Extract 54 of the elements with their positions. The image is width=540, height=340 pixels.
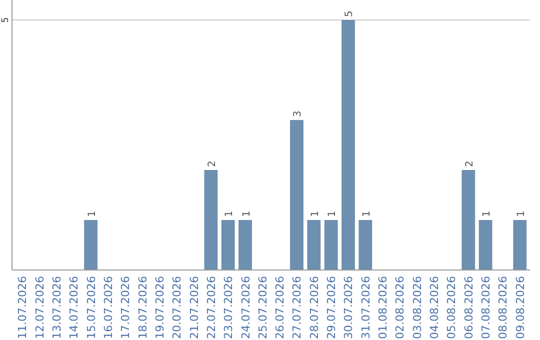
x-tick-label: 16.07.2026 (102, 276, 115, 339)
data-label: 2 (464, 160, 476, 167)
x-tick-label: 05.08.2026 (445, 276, 458, 339)
x-tick-label: 21.07.2026 (188, 276, 201, 339)
data-label: 1 (310, 210, 321, 217)
data-label: 1 (241, 210, 252, 217)
bar (462, 170, 476, 270)
bar (221, 220, 235, 270)
data-label: 1 (361, 210, 372, 217)
x-tick-label: 23.07.2026 (222, 276, 236, 339)
x-tick-label: 30.07.2026 (342, 276, 356, 339)
data-label: 1 (224, 210, 236, 217)
x-tick-label: 13.07.2026 (50, 276, 64, 339)
bar (358, 220, 372, 270)
x-tick-label: 07.08.2026 (480, 276, 493, 339)
data-label: 2 (206, 160, 218, 167)
bar (204, 170, 218, 270)
x-tick-label: 06.08.2026 (462, 276, 476, 339)
bar (324, 220, 338, 270)
bar (307, 220, 321, 270)
bar (84, 220, 98, 270)
x-tick-label: 28.07.2026 (308, 276, 321, 339)
bar (342, 20, 355, 270)
x-tick-label: 14.07.2026 (68, 276, 81, 339)
x-tick-label: 24.07.2026 (239, 276, 252, 339)
data-label: 1 (86, 210, 98, 217)
x-tick-label: 02.08.2026 (394, 276, 407, 339)
data-label: 3 (292, 110, 304, 117)
x-tick-label: 03.08.2026 (410, 276, 424, 339)
x-tick-label: 20.07.2026 (170, 276, 184, 339)
x-tick-label: 04.08.2026 (428, 276, 442, 339)
x-tick-label: 11.07.2026 (16, 276, 30, 339)
x-tick-label: 31.07.2026 (359, 276, 372, 339)
data-label: 1 (482, 210, 493, 217)
bar (478, 220, 492, 270)
data-label: 5 (344, 10, 356, 17)
x-tick-label: 26.07.2026 (274, 276, 287, 339)
data-label: 1 (327, 210, 338, 217)
x-tick-label: 25.07.2026 (256, 276, 270, 339)
bar (238, 220, 252, 270)
bar (290, 120, 304, 270)
bar (513, 220, 527, 270)
x-tick-label: 29.07.2026 (325, 276, 338, 339)
x-tick-label: 09.08.2026 (514, 276, 527, 339)
x-tick-label: 27.07.2026 (290, 276, 304, 339)
x-tick-label: 22.07.2026 (204, 276, 218, 339)
x-tick-label: 19.07.2026 (153, 276, 166, 339)
x-tick-label: 17.07.2026 (119, 276, 132, 339)
x-tick-label: 08.08.2026 (496, 276, 510, 339)
x-tick-label: 18.07.2026 (136, 276, 150, 339)
x-tick-label: 15.07.2026 (84, 276, 98, 339)
x-tick-label: 01.08.2026 (376, 276, 390, 339)
x-tick-label: 12.07.2026 (33, 276, 46, 339)
data-label: 1 (516, 210, 527, 217)
